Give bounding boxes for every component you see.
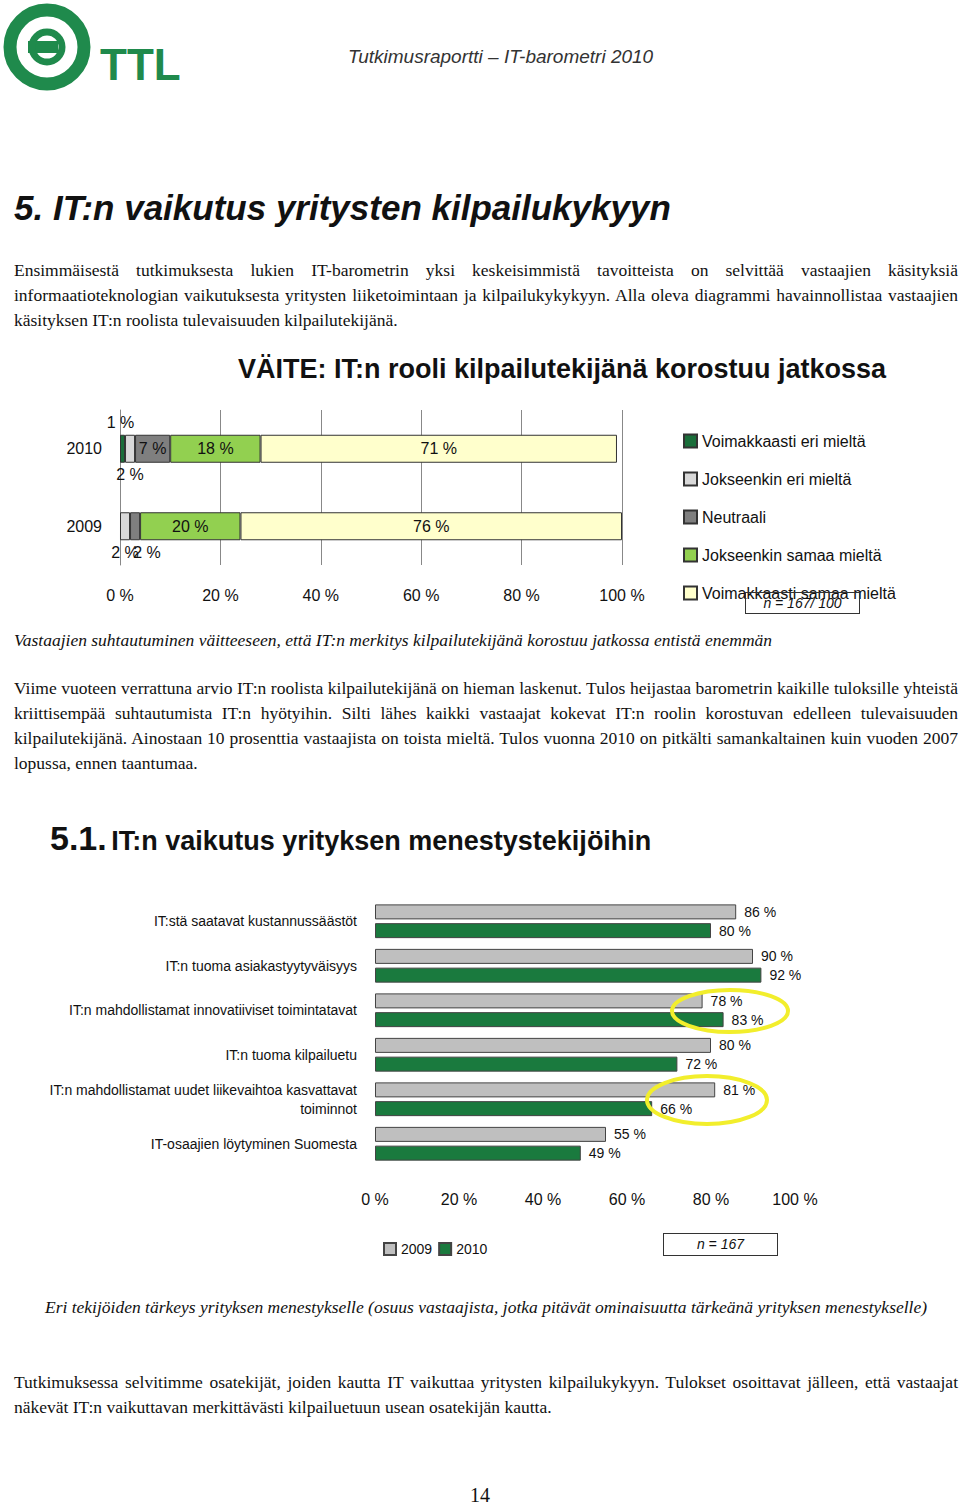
svg-text:86 %: 86 %	[744, 904, 776, 920]
svg-text:2 %: 2 %	[133, 544, 161, 561]
svg-text:2010: 2010	[456, 1241, 487, 1257]
svg-text:90 %: 90 %	[761, 948, 793, 964]
svg-text:49 %: 49 %	[589, 1145, 621, 1161]
svg-text:VÄITE: IT:n rooli kilpailuteki: VÄITE: IT:n rooli kilpailutekijänä koros…	[238, 354, 887, 384]
svg-text:Jokseenkin samaa mieltä: Jokseenkin samaa mieltä	[702, 547, 882, 564]
svg-text:100 %: 100 %	[772, 1191, 817, 1208]
svg-text:Jokseenkin eri mieltä: Jokseenkin eri mieltä	[702, 471, 852, 488]
svg-text:IT:n mahdollistamat uudet liik: IT:n mahdollistamat uudet liikevaihtoa k…	[50, 1082, 357, 1098]
svg-text:7 %: 7 %	[139, 440, 167, 457]
svg-text:66 %: 66 %	[660, 1101, 692, 1117]
svg-text:toiminnot: toiminnot	[300, 1101, 357, 1117]
svg-text:Neutraali: Neutraali	[702, 509, 766, 526]
svg-text:2009: 2009	[401, 1241, 432, 1257]
svg-text:100 %: 100 %	[599, 587, 644, 604]
svg-text:72 %: 72 %	[685, 1056, 717, 1072]
svg-text:IT:n tuoma asiakastyytyväisyys: IT:n tuoma asiakastyytyväisyys	[166, 958, 357, 974]
svg-text:80 %: 80 %	[719, 1037, 751, 1053]
svg-text:1 %: 1 %	[107, 414, 135, 431]
svg-text:80 %: 80 %	[693, 1191, 729, 1208]
svg-text:20 %: 20 %	[202, 587, 238, 604]
svg-text:IT-osaajien löytyminen Suomest: IT-osaajien löytyminen Suomesta	[151, 1136, 357, 1152]
svg-text:71 %: 71 %	[421, 440, 457, 457]
svg-text:76 %: 76 %	[413, 518, 449, 535]
svg-text:78 %: 78 %	[711, 993, 743, 1009]
svg-text:60 %: 60 %	[403, 587, 439, 604]
svg-text:20 %: 20 %	[172, 518, 208, 535]
svg-text:40 %: 40 %	[303, 587, 339, 604]
svg-text:60 %: 60 %	[609, 1191, 645, 1208]
svg-text:TTL: TTL	[100, 40, 181, 89]
svg-text:Voimakkaasti eri mieltä: Voimakkaasti eri mieltä	[702, 433, 866, 450]
svg-text:0 %: 0 %	[361, 1191, 389, 1208]
svg-text:IT:n mahdollistamat innovatiiv: IT:n mahdollistamat innovatiiviset toimi…	[69, 1002, 357, 1018]
svg-text:IT:stä saatavat kustannussääst: IT:stä saatavat kustannussäästöt	[154, 913, 357, 929]
svg-text:IT:n tuoma kilpailuetu: IT:n tuoma kilpailuetu	[225, 1047, 357, 1063]
svg-text:40 %: 40 %	[525, 1191, 561, 1208]
svg-text:80 %: 80 %	[719, 923, 751, 939]
svg-text:92 %: 92 %	[769, 967, 801, 983]
svg-text:83 %: 83 %	[732, 1012, 764, 1028]
svg-text:2009: 2009	[66, 518, 102, 535]
svg-text:55 %: 55 %	[614, 1126, 646, 1142]
svg-text:2010: 2010	[66, 440, 102, 457]
svg-text:0 %: 0 %	[106, 587, 134, 604]
svg-text:2 %: 2 %	[116, 466, 144, 483]
svg-text:18 %: 18 %	[197, 440, 233, 457]
svg-text:80 %: 80 %	[503, 587, 539, 604]
svg-text:20 %: 20 %	[441, 1191, 477, 1208]
